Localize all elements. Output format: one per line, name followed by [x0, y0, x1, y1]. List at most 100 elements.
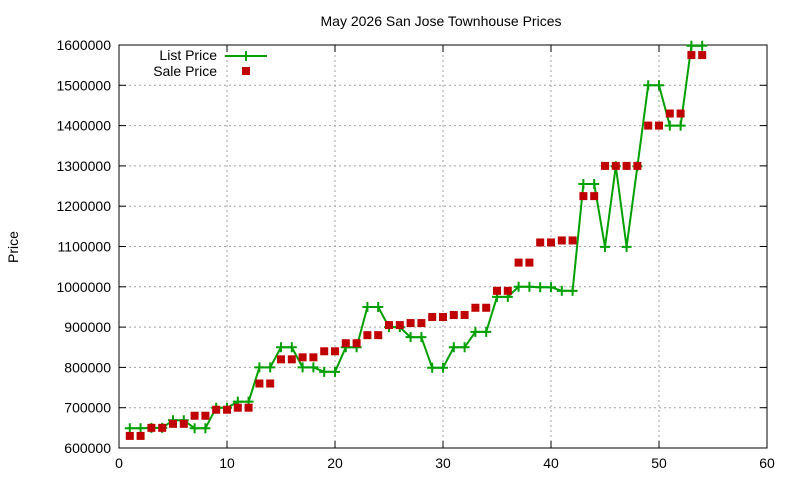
- list-price-point: [362, 301, 373, 312]
- x-tick-label: 30: [435, 455, 451, 471]
- sale-price-point: [503, 286, 512, 295]
- sale-price-point: [590, 192, 599, 201]
- legend-label-sale-price: Sale Price: [153, 63, 217, 79]
- list-price-point: [697, 40, 708, 51]
- sale-price-point: [633, 161, 642, 170]
- list-price-point: [276, 342, 286, 353]
- sale-price-point: [460, 311, 469, 320]
- x-tick-label: 0: [115, 455, 123, 471]
- sale-price-point: [385, 321, 393, 330]
- list-price-point: [438, 362, 448, 373]
- chart-title: May 2026 San Jose Townhouse Prices: [321, 13, 562, 29]
- list-price-point: [643, 80, 654, 91]
- y-tick-label: 1300000: [56, 158, 111, 174]
- legend-marker-sale-price: [242, 67, 250, 75]
- sale-price-point: [298, 353, 307, 362]
- sale-price-point: [406, 319, 415, 328]
- y-tick-label: 600000: [64, 440, 111, 456]
- sale-price-point: [341, 339, 350, 348]
- list-price-point: [405, 332, 416, 343]
- sale-price-point: [611, 161, 620, 170]
- list-price-point: [319, 366, 330, 377]
- y-tick-label: 1400000: [56, 118, 111, 134]
- x-tick-label: 60: [759, 455, 775, 471]
- list-price-point: [124, 423, 135, 434]
- list-price-point: [373, 301, 384, 312]
- y-tick-label: 800000: [64, 359, 111, 375]
- sale-price-point: [471, 303, 480, 312]
- sale-price-point: [622, 161, 631, 170]
- sale-price-point: [449, 311, 458, 320]
- sale-price-point: [147, 423, 156, 432]
- y-tick-label: 1600000: [56, 37, 111, 53]
- sale-price-point: [547, 238, 555, 247]
- list-price-point: [189, 423, 200, 434]
- list-price-point: [686, 40, 697, 51]
- list-price-point: [459, 342, 470, 353]
- list-price-point: [200, 423, 211, 434]
- sale-price-point: [579, 192, 588, 201]
- list-price-point: [546, 282, 556, 293]
- x-tick-label: 50: [651, 455, 667, 471]
- axis-ticks: 600000 700000 800000 900000 1000000 1100000 12…: [56, 37, 775, 471]
- sale-price-point: [363, 331, 372, 340]
- sale-price-point: [255, 379, 264, 388]
- sale-price-point: [482, 303, 491, 312]
- list-price-point: [664, 120, 675, 131]
- sale-price-point: [395, 321, 404, 330]
- list-price-point: [556, 285, 567, 296]
- list-price-point: [600, 241, 610, 252]
- sale-price-point: [331, 347, 339, 356]
- list-price-point: [330, 366, 340, 377]
- sale-price-point: [644, 121, 653, 130]
- sale-price-point: [374, 331, 383, 340]
- sale-price-point: [179, 419, 188, 428]
- sale-price-point: [287, 355, 296, 364]
- sale-price-point: [525, 258, 534, 267]
- x-tick-label: 40: [543, 455, 559, 471]
- list-price-line: [129, 44, 703, 430]
- list-price-point: [621, 241, 632, 252]
- x-tick-label: 20: [327, 455, 343, 471]
- list-price-point: [297, 362, 308, 373]
- list-price-point: [448, 342, 459, 353]
- list-price-point: [654, 80, 664, 91]
- sale-price-point: [277, 355, 285, 364]
- series-marks: [124, 40, 708, 440]
- legend-marker-list-price: [241, 51, 251, 61]
- list-price-point: [524, 281, 535, 292]
- y-axis-label: Price: [5, 231, 21, 263]
- sale-price-point: [601, 161, 609, 170]
- list-price-point: [470, 326, 481, 337]
- list-price-point: [578, 179, 589, 190]
- sale-price-point: [557, 236, 566, 245]
- list-price-point: [308, 362, 319, 373]
- sale-price-point: [169, 419, 177, 428]
- list-price-point: [535, 282, 546, 293]
- sale-price-point: [428, 313, 437, 322]
- sale-price-point: [417, 319, 426, 328]
- sale-price-point: [233, 403, 242, 412]
- sale-price-point: [439, 313, 447, 322]
- y-tick-label: 1000000: [56, 279, 111, 295]
- sale-price-point: [309, 353, 318, 362]
- list-price-point: [416, 332, 427, 343]
- list-price-point: [567, 285, 578, 296]
- sale-price-point: [352, 339, 361, 348]
- sale-price-point: [676, 109, 685, 118]
- sale-price-point: [665, 109, 674, 118]
- sale-price-point: [158, 423, 167, 432]
- sale-price-point: [536, 238, 545, 247]
- sale-price-point: [125, 431, 134, 440]
- list-price-point: [254, 362, 265, 373]
- list-price-point: [265, 362, 276, 373]
- legend-label-list-price: List Price: [159, 47, 217, 63]
- sale-price-point: [244, 403, 253, 412]
- sale-price-point: [514, 258, 523, 267]
- list-price-point: [427, 362, 438, 373]
- sale-price-point: [266, 379, 275, 388]
- y-tick-label: 900000: [64, 319, 111, 335]
- grid-lines: [119, 45, 767, 448]
- sale-price-point: [568, 236, 577, 245]
